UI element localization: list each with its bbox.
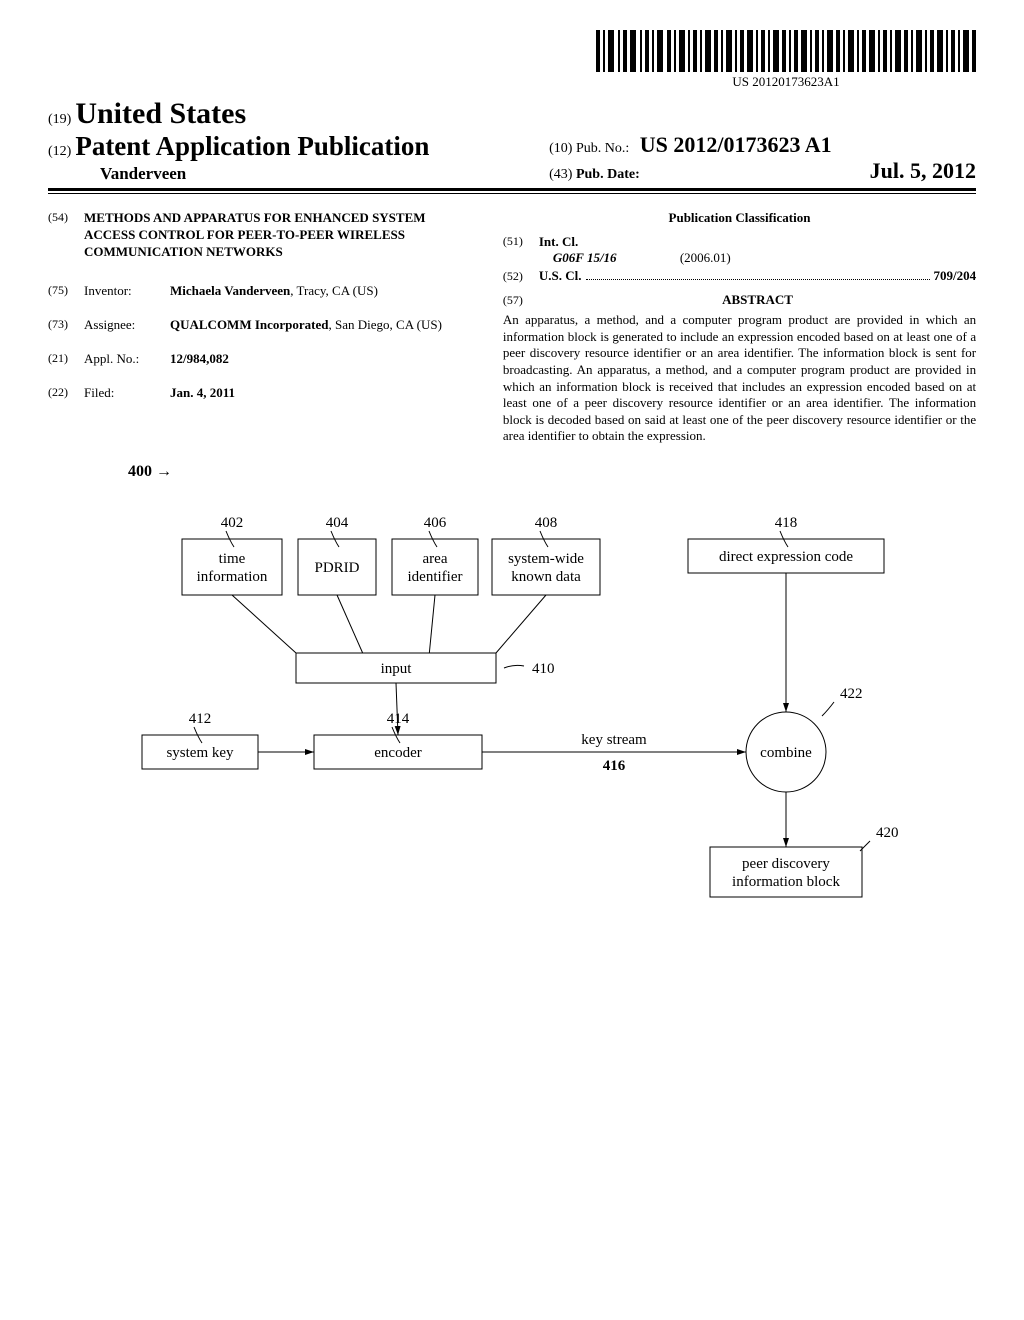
- svg-text:time: time: [219, 551, 246, 567]
- intcl-line: G06F 15/16 (2006.01): [539, 250, 731, 266]
- header-block: (19) United States (12) Patent Applicati…: [48, 97, 976, 184]
- country-name: United States: [75, 97, 246, 130]
- pub-type: Patent Application Publication: [75, 131, 429, 161]
- divider-thick: [48, 188, 976, 191]
- label-intcl: Int. Cl.: [539, 234, 731, 250]
- barcode: US 20120173623A1: [596, 30, 976, 90]
- country-line: (19) United States: [48, 97, 531, 131]
- divider-thin: [48, 193, 976, 194]
- value-inventor: Michaela Vanderveen, Tracy, CA (US): [170, 283, 475, 299]
- field-57-header: (57) ABSTRACT: [503, 284, 976, 312]
- svg-text:system key: system key: [166, 745, 234, 761]
- prefix-10: (10): [549, 141, 572, 156]
- svg-text:information block: information block: [732, 874, 840, 890]
- label-uscl: U.S. Cl.: [539, 268, 582, 284]
- field-51: (51) Int. Cl. G06F 15/16 (2006.01): [503, 234, 976, 266]
- code-52: (52): [503, 269, 539, 284]
- svg-text:input: input: [381, 661, 413, 677]
- field-54: (54) METHODS AND APPARATUS FOR ENHANCED …: [48, 210, 475, 261]
- svg-text:416: 416: [603, 758, 626, 774]
- abstract-header: ABSTRACT: [539, 292, 976, 308]
- classification-header: Publication Classification: [503, 210, 976, 226]
- field-73: (73) Assignee: QUALCOMM Incorporated, Sa…: [48, 317, 475, 333]
- barcode-label: US 20120173623A1: [596, 74, 976, 90]
- svg-text:direct expression code: direct expression code: [719, 549, 853, 565]
- intcl-year: (2006.01): [680, 250, 731, 265]
- field-75: (75) Inventor: Michaela Vanderveen, Trac…: [48, 283, 475, 299]
- abstract-text: An apparatus, a method, and a computer p…: [503, 312, 976, 445]
- svg-text:402: 402: [221, 515, 244, 531]
- svg-text:peer discovery: peer discovery: [742, 856, 830, 872]
- prefix-19: (19): [48, 112, 71, 127]
- svg-text:information: information: [197, 569, 268, 585]
- label-inventor: Inventor:: [84, 283, 170, 299]
- svg-text:410: 410: [532, 661, 555, 677]
- patent-title: METHODS AND APPARATUS FOR ENHANCED SYSTE…: [84, 210, 475, 261]
- barcode-region: US 20120173623A1: [48, 30, 976, 91]
- pub-type-line: (12) Patent Application Publication: [48, 131, 531, 162]
- svg-text:encoder: encoder: [374, 745, 421, 761]
- code-73: (73): [48, 317, 84, 332]
- prefix-12: (12): [48, 144, 71, 159]
- label-filed: Filed:: [84, 385, 170, 401]
- svg-text:area: area: [423, 551, 448, 567]
- ref-400: 400 →: [128, 463, 172, 481]
- svg-text:414: 414: [387, 711, 410, 727]
- diagram-svg: time information 402 PDRID 404 area identifier…: [72, 477, 952, 917]
- code-75: (75): [48, 283, 84, 298]
- svg-text:404: 404: [326, 515, 349, 531]
- code-57: (57): [503, 293, 539, 308]
- code-54: (54): [48, 210, 84, 261]
- svg-text:system-wide: system-wide: [508, 551, 584, 567]
- svg-text:identifier: identifier: [408, 569, 463, 585]
- svg-text:PDRID: PDRID: [314, 560, 359, 576]
- pub-date-line: (43) Pub. Date: Jul. 5, 2012: [549, 158, 976, 184]
- pub-no-line: (10) Pub. No.: US 2012/0173623 A1: [549, 132, 976, 158]
- uscl-value: 709/204: [934, 268, 977, 284]
- field-22: (22) Filed: Jan. 4, 2011: [48, 385, 475, 401]
- svg-text:420: 420: [876, 825, 899, 841]
- label-applno: Appl. No.:: [84, 351, 170, 367]
- code-21: (21): [48, 351, 84, 366]
- svg-text:406: 406: [424, 515, 447, 531]
- prefix-43: (43): [549, 167, 572, 182]
- svg-text:422: 422: [840, 686, 863, 702]
- value-filed: Jan. 4, 2011: [170, 385, 475, 401]
- code-51: (51): [503, 234, 539, 266]
- field-52: (52) U.S. Cl. 709/204: [503, 268, 976, 284]
- pub-date-label: Pub. Date:: [576, 167, 640, 182]
- biblio-columns: (54) METHODS AND APPARATUS FOR ENHANCED …: [48, 210, 976, 445]
- value-assignee: QUALCOMM Incorporated, San Diego, CA (US…: [170, 317, 475, 333]
- value-applno: 12/984,082: [170, 351, 475, 367]
- svg-text:408: 408: [535, 515, 558, 531]
- left-column: (54) METHODS AND APPARATUS FOR ENHANCED …: [48, 210, 475, 445]
- barcode-svg: [596, 30, 976, 72]
- svg-text:key stream: key stream: [581, 732, 647, 748]
- right-column: Publication Classification (51) Int. Cl.…: [503, 210, 976, 445]
- label-assignee: Assignee:: [84, 317, 170, 333]
- assignee-name: QUALCOMM Incorporated: [170, 317, 329, 332]
- intcl-value: G06F 15/16: [553, 250, 617, 265]
- code-22: (22): [48, 385, 84, 400]
- pub-no-label: Pub. No.:: [576, 141, 629, 156]
- svg-text:known data: known data: [511, 569, 581, 585]
- field-21: (21) Appl. No.: 12/984,082: [48, 351, 475, 367]
- inventor-rest: , Tracy, CA (US): [290, 283, 378, 298]
- assignee-rest: , San Diego, CA (US): [329, 317, 442, 332]
- diagram: 400 → timeinformation402PDRID404areaiden…: [48, 477, 976, 917]
- uscl-leader-dots: [586, 279, 930, 280]
- inventor-name: Michaela Vanderveen: [170, 283, 290, 298]
- pub-no-value: US 2012/0173623 A1: [640, 132, 832, 157]
- svg-text:418: 418: [775, 515, 798, 531]
- pub-date-value: Jul. 5, 2012: [870, 158, 976, 184]
- svg-text:combine: combine: [760, 745, 812, 761]
- svg-text:412: 412: [189, 711, 212, 727]
- header-author: Vanderveen: [100, 164, 531, 184]
